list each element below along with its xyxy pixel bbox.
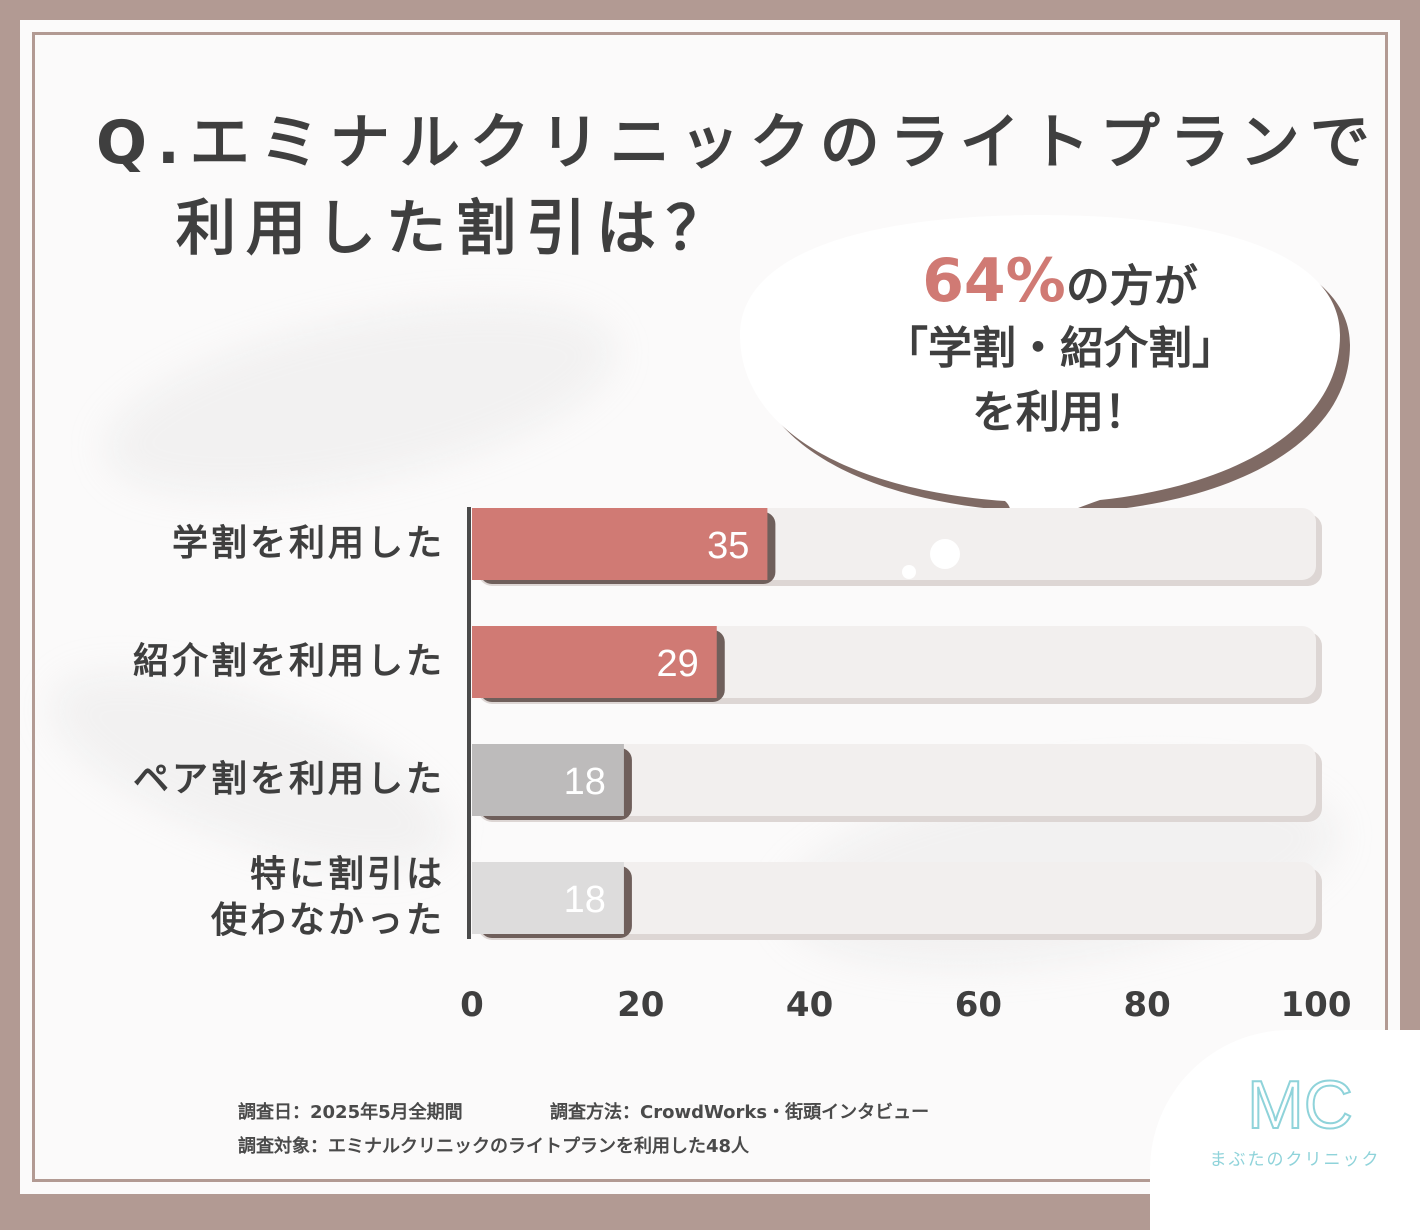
category-label: ペア割を利用した (133, 757, 445, 803)
footer-survey-target: 調査対象：エミナルクリニックのライトプランを利用した48人 (238, 1136, 750, 1157)
infographic-card: Q.エミナルクリニックのライトプランで 利用した割引は？ 64%の方が 「学割・… (20, 20, 1400, 1194)
bar-1 (472, 508, 768, 580)
category-label-line: 学割を利用した (171, 523, 445, 564)
title-line-1: Q.エミナルクリニックのライトプランで (96, 108, 1380, 178)
callout-line-3: を利用！ (972, 387, 1148, 438)
x-tick-label: 0 (460, 985, 484, 1025)
callout-line-1: 64%の方が (760, 245, 1360, 317)
bar-value-label: 29 (656, 643, 698, 685)
bar-2 (472, 626, 717, 698)
footer-survey-method: 調査方法：CrowdWorks・街頭インタビュー (550, 1102, 930, 1123)
speech-bubble (740, 215, 1350, 543)
callout-text: 64%の方が 「学割・紹介割」 を利用！ (760, 245, 1360, 445)
callout-line-1-rest: の方が (1065, 261, 1198, 312)
logo-name: まぶたのクリニック (1209, 1150, 1381, 1170)
bubble-dot (930, 539, 960, 569)
category-label: 特に割引は使わなかった (211, 852, 445, 944)
x-tick-label: 60 (954, 985, 1003, 1025)
footer-survey-date: 調査日：2025年5月全期間 (238, 1102, 463, 1123)
bar-value-label: 18 (564, 879, 606, 921)
bar-3 (472, 744, 624, 816)
category-label-line: 特に割引は (249, 854, 445, 895)
title-line-2: 利用した割引は？ (176, 194, 736, 264)
category-label-line: 紹介割を利用した (132, 641, 445, 682)
x-tick-label: 40 (785, 985, 834, 1025)
x-tick-label: 80 (1123, 985, 1171, 1025)
bar-track (472, 862, 1316, 934)
logo-mark-text: MC (1247, 1070, 1353, 1140)
logo-mc-icon: MC (1246, 1070, 1354, 1140)
bar-value-label: 18 (564, 761, 606, 803)
bar-track (472, 744, 1316, 816)
y-axis-line (467, 507, 471, 939)
category-label: 学割を利用した (172, 521, 445, 567)
callout-line-2: 「学割・紹介割」 (884, 323, 1236, 374)
x-tick-label: 20 (617, 985, 665, 1025)
callout-percentage: 64% (922, 246, 1066, 316)
bubble-dot (902, 565, 916, 579)
category-label-line: 使わなかった (210, 900, 445, 941)
category-label-line: ペア割を利用した (132, 759, 445, 800)
bar-chart: 35 29 18 18 (472, 508, 1322, 940)
bar-value-label: 35 (707, 525, 749, 567)
category-label: 紹介割を利用した (133, 639, 445, 685)
x-tick-label: 100 (1280, 985, 1352, 1025)
bar-4 (472, 862, 624, 934)
